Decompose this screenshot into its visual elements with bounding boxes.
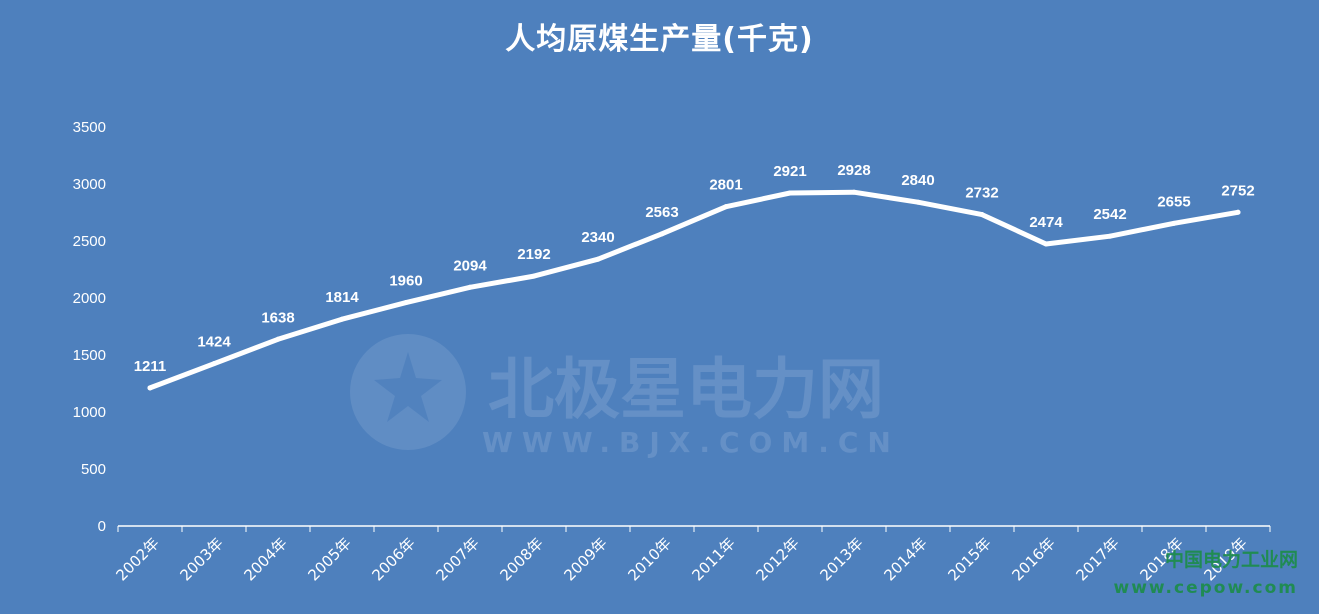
y-tick-label: 3000 — [73, 176, 106, 193]
data-label: 2840 — [901, 172, 934, 189]
x-tick-label: 2008年 — [496, 534, 546, 584]
data-label: 2340 — [581, 229, 614, 246]
x-tick-label: 2015年 — [944, 534, 994, 584]
data-point — [1171, 220, 1177, 226]
x-tick-label: 2003年 — [176, 534, 226, 584]
y-tick-label: 2000 — [73, 290, 106, 307]
data-label: 1638 — [261, 309, 294, 326]
data-label: 2655 — [1157, 193, 1190, 210]
y-tick-label: 1500 — [73, 347, 106, 364]
data-point — [979, 212, 985, 218]
x-tick-label: 2006年 — [368, 534, 418, 584]
data-point — [531, 273, 537, 279]
data-point — [851, 189, 857, 195]
x-tick-label: 2014年 — [880, 534, 930, 584]
x-tick-label: 2009年 — [560, 534, 610, 584]
data-label: 1211 — [134, 358, 167, 375]
data-point — [1235, 209, 1241, 215]
drop-lines — [149, 192, 1239, 526]
watermark2-main-text: 中国电力工业网 — [1165, 548, 1298, 571]
data-label: 2921 — [773, 163, 806, 180]
data-point — [915, 199, 921, 205]
data-label: 1424 — [197, 334, 231, 351]
x-tick-label: 2005年 — [304, 534, 354, 584]
data-point — [595, 256, 601, 262]
data-point — [1043, 241, 1049, 247]
data-point — [339, 316, 345, 322]
data-point — [659, 231, 665, 237]
data-point — [1107, 233, 1113, 239]
x-tick-label: 2013年 — [816, 534, 866, 584]
data-label: 2192 — [517, 246, 550, 263]
series — [147, 189, 1241, 391]
x-tick-label: 2007年 — [432, 534, 482, 584]
x-tick-label: 2011年 — [688, 534, 738, 584]
x-tick-label: 2004年 — [240, 534, 290, 584]
watermark-2: 中国电力工业网 www.cepow.com — [1114, 548, 1299, 598]
x-tick-label: 2012年 — [752, 534, 802, 584]
data-label: 2752 — [1221, 182, 1254, 199]
data-label: 2563 — [645, 204, 678, 221]
y-tick-label: 500 — [81, 461, 106, 478]
data-point — [211, 361, 217, 367]
data-label: 2094 — [453, 257, 487, 274]
watermark2-sub-text: www.cepow.com — [1114, 578, 1299, 598]
data-label: 2732 — [965, 185, 998, 202]
data-point — [403, 300, 409, 306]
data-label: 2474 — [1029, 214, 1063, 231]
data-point — [147, 385, 153, 391]
y-tick-label: 0 — [98, 518, 106, 535]
watermark-sub-text: WWW.BJX.COM.CN — [482, 426, 900, 459]
x-tick-label: 2017年 — [1072, 534, 1122, 584]
data-point — [723, 204, 729, 210]
data-label: 2928 — [837, 162, 870, 179]
data-label: 1960 — [389, 273, 422, 290]
data-point — [467, 284, 473, 290]
data-label: 2801 — [709, 177, 742, 194]
chart-title: 人均原煤生产量(千克) — [505, 22, 814, 57]
data-point — [275, 336, 281, 342]
y-tick-label: 1000 — [73, 404, 106, 421]
watermark-star-icon — [374, 352, 442, 422]
x-tick-label: 2016年 — [1008, 534, 1058, 584]
data-labels: 1211 1424 1638 1814 1960 2094 2192 2340 2563 2801… — [134, 162, 1255, 375]
data-label: 2542 — [1093, 206, 1126, 223]
series-line — [147, 189, 1241, 391]
data-label: 1814 — [325, 289, 359, 306]
data-point — [787, 190, 793, 196]
watermark-main-text: 北极星电力网 — [488, 351, 884, 428]
x-tick-label: 2010年 — [624, 534, 674, 584]
x-tick-label: 2002年 — [112, 534, 162, 584]
y-tick-label: 2500 — [73, 233, 106, 250]
y-tick-label: 3500 — [73, 119, 106, 136]
